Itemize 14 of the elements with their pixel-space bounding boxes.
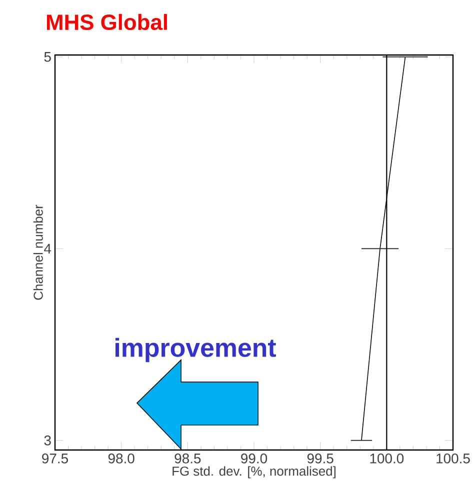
chart-title: MHS Global [46, 14, 167, 30]
y-axis-title: Channel number [33, 204, 43, 300]
x-axis-title: FG std. dev. [%, normalised] [172, 466, 336, 478]
x-tick-label: 98.0 [108, 454, 134, 464]
x-tick-label: 100.5 [436, 454, 470, 464]
annotation: improvement [115, 338, 276, 362]
y-tick-label: 5 [44, 52, 51, 62]
x-tick-label: 97.5 [42, 454, 68, 464]
x-tick-label: 99.0 [241, 454, 268, 464]
x-tick-label: 99.5 [307, 454, 334, 464]
x-tick-label: 98.5 [174, 454, 201, 464]
x-tick-label: 100.0 [370, 454, 404, 464]
y-tick-label: 4 [44, 244, 52, 254]
y-tick-label: 3 [44, 435, 51, 446]
